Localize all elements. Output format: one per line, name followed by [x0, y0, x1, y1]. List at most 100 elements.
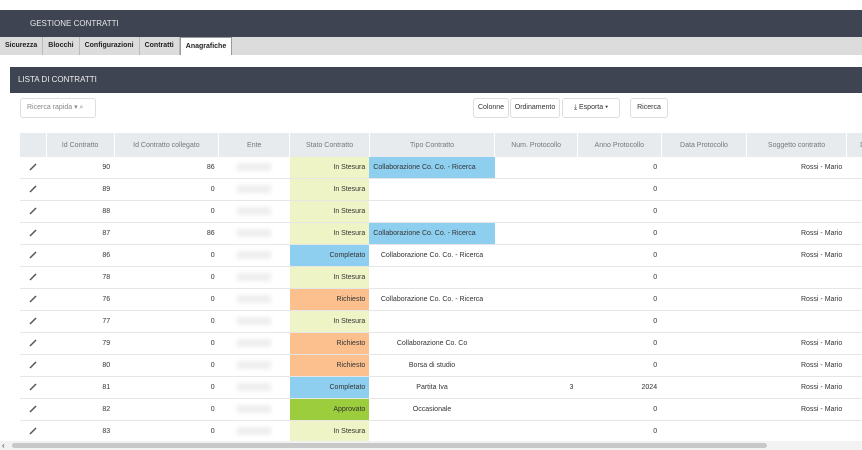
cell: [218, 266, 290, 289]
toolbar-button[interactable]: ⤓ Esporta ▾: [562, 98, 620, 118]
cell: 0: [577, 288, 662, 311]
edit-cell[interactable]: [20, 266, 47, 289]
cell: 13/03/202: [846, 200, 862, 223]
cell: [218, 200, 290, 223]
edit-icon[interactable]: [29, 382, 37, 391]
edit-icon[interactable]: [29, 426, 37, 435]
cell: 06/02/202: [846, 288, 862, 311]
edit-icon[interactable]: [29, 250, 37, 259]
button-label: Esporta: [579, 104, 604, 111]
toolbar-button[interactable]: Colonne: [473, 98, 509, 118]
cell: 06/02/202: [846, 266, 862, 289]
edit-icon[interactable]: [29, 272, 37, 281]
tab[interactable]: Configurazioni: [80, 37, 140, 55]
table-row[interactable]: 90 86 In Stesura Collaborazione Co. Co. - R…: [20, 157, 862, 179]
cell: [369, 310, 495, 333]
cell: Borsa di studio: [369, 354, 495, 377]
cell: 83: [46, 420, 115, 441]
table-row[interactable]: 80 0 Richiesto Borsa di studio 0 Rossi - Mari…: [20, 354, 862, 377]
edit-icon[interactable]: [29, 360, 37, 369]
cell: 0: [114, 310, 219, 333]
edit-icon[interactable]: [29, 404, 37, 413]
tab[interactable]: Anagrafiche: [179, 37, 233, 55]
column-header: Id Contratto: [46, 133, 115, 157]
edit-icon[interactable]: [29, 206, 37, 215]
column-header: Ente: [218, 133, 291, 157]
cell: [746, 266, 847, 289]
edit-icon[interactable]: [29, 338, 37, 347]
table-row[interactable]: 79 0 Richiesto Collaborazione Co. Co 0 Rossi …: [20, 332, 862, 355]
cell: 06/02/202: [846, 398, 862, 421]
edit-cell[interactable]: [20, 354, 47, 377]
edit-cell[interactable]: [20, 222, 47, 245]
column-header: Soggetto contratto: [746, 133, 847, 157]
edit-icon[interactable]: [29, 228, 37, 237]
cell: 86: [46, 244, 115, 267]
cell: [661, 244, 747, 267]
cell: Completato: [289, 244, 370, 267]
table-row[interactable]: 76 0 Richiesto Collaborazione Co. Co. - Ric…: [20, 288, 862, 311]
redacted: [237, 404, 272, 413]
edit-cell[interactable]: [20, 376, 47, 399]
cell: 0: [114, 332, 219, 355]
column-header: Num. Protocollo: [494, 133, 578, 157]
edit-cell[interactable]: [20, 244, 47, 267]
cell: 0: [577, 420, 662, 441]
edit-cell[interactable]: [20, 310, 47, 333]
contracts-table: Id Contratto Id Contratto collegato Ente St…: [20, 133, 862, 441]
cell: 86: [114, 157, 219, 179]
edit-cell[interactable]: [20, 398, 47, 421]
table-row[interactable]: 86 0 Completato Collaborazione Co. Co. - Ri…: [20, 244, 862, 267]
redacted: [237, 360, 272, 369]
column-header: Anno Protocollo: [577, 133, 662, 157]
scroll-thumb[interactable]: [12, 443, 767, 448]
button-label: Ricerca: [637, 104, 661, 111]
cell: 13/03/202: [846, 157, 862, 179]
edit-cell[interactable]: [20, 420, 47, 441]
cell: 0: [577, 178, 662, 201]
edit-icon[interactable]: [29, 162, 37, 171]
cell: [494, 332, 578, 355]
cell: 0: [577, 310, 662, 333]
search-box[interactable]: Ricerca rapida ▾ ⌕: [20, 98, 96, 118]
edit-cell[interactable]: [20, 157, 47, 179]
tab[interactable]: Sicurezza: [0, 37, 44, 55]
edit-cell[interactable]: [20, 288, 47, 311]
button-label: Colonne: [477, 104, 505, 111]
column-header: Data Richiesta: [846, 133, 862, 157]
cell: [218, 157, 290, 179]
cell: Rossi - Mario: [746, 376, 847, 399]
edit-icon[interactable]: [29, 184, 37, 193]
edit-cell[interactable]: [20, 178, 47, 201]
table-row[interactable]: 81 0 Completato Partita Iva 3 2024 Rossi - Mar…: [20, 376, 862, 399]
tab[interactable]: Blocchi: [43, 37, 80, 55]
toolbar-button[interactable]: Ricerca: [630, 98, 668, 118]
redacted: [237, 184, 272, 193]
edit-cell[interactable]: [20, 200, 47, 223]
cell: [746, 178, 847, 201]
table-row[interactable]: 87 86 In Stesura Collaborazione Co. Co. - R…: [20, 222, 862, 245]
cell: 86: [114, 222, 219, 245]
cell: 0: [114, 178, 219, 201]
cell: [494, 398, 578, 421]
edit-cell[interactable]: [20, 332, 47, 355]
tab[interactable]: Contratti: [140, 37, 180, 55]
cell: 90: [46, 157, 115, 179]
cell: In Stesura: [289, 310, 370, 333]
cell: Richiesto: [289, 332, 370, 355]
cell: [494, 420, 578, 441]
edit-icon[interactable]: [29, 294, 37, 303]
redacted: [237, 426, 272, 435]
toolbar-button[interactable]: Ordinamento: [510, 98, 560, 118]
cell: [218, 288, 290, 311]
column-header: Tipo Contratto: [369, 133, 496, 157]
cell: Collaborazione Co. Co. - Ricerca: [369, 157, 495, 179]
edit-icon[interactable]: [29, 316, 37, 325]
cell: 81: [46, 376, 115, 399]
